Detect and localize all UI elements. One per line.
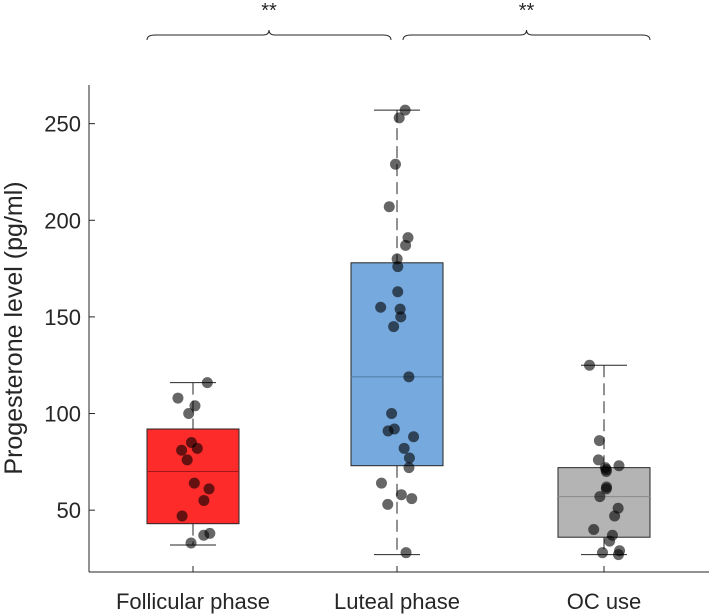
data-point (600, 483, 612, 495)
data-point (386, 408, 398, 420)
data-point (392, 261, 404, 273)
data-point (398, 442, 410, 454)
data-point (188, 477, 200, 489)
data-point (191, 442, 203, 454)
data-point (604, 535, 616, 547)
data-point (395, 489, 407, 501)
x-tick-label: OC use (567, 589, 642, 614)
data-point (408, 431, 420, 443)
data-point (375, 301, 387, 313)
significance-brackets: ** ** (146, 0, 651, 41)
data-point (395, 311, 407, 323)
data-point (593, 435, 605, 447)
data-point (382, 425, 394, 437)
significance-label: ** (519, 0, 535, 22)
data-point (181, 454, 193, 466)
data-point (596, 547, 608, 559)
data-point (400, 239, 412, 251)
data-point (389, 158, 401, 170)
significance-bracket (146, 29, 392, 41)
x-axis-ticks: Follicular phase Luteal phase OC use (116, 566, 641, 614)
data-point (609, 510, 621, 522)
data-point (375, 477, 387, 489)
significance-bracket (402, 29, 651, 41)
data-point (189, 400, 201, 412)
data-point (201, 377, 213, 389)
data-point (183, 408, 195, 420)
y-tick-label: 150 (44, 305, 81, 330)
data-point (588, 523, 600, 535)
axes: Progesterone level (pg/ml) (0, 85, 709, 573)
data-points (172, 104, 626, 561)
data-point (584, 359, 596, 371)
y-tick-label: 250 (44, 112, 81, 137)
x-tick-label: Luteal phase (334, 589, 460, 614)
data-point (406, 493, 418, 505)
data-point (172, 392, 184, 404)
data-point (382, 498, 394, 510)
x-tick-label: Follicular phase (116, 589, 270, 614)
significance-label: ** (261, 0, 277, 22)
data-point (403, 452, 415, 464)
data-point (176, 510, 188, 522)
data-point (185, 537, 197, 549)
data-point (600, 466, 612, 478)
data-point (383, 201, 395, 213)
data-point (403, 371, 415, 383)
y-axis-label: Progesterone level (pg/ml) (0, 181, 28, 474)
data-point (388, 321, 400, 333)
data-point (594, 491, 606, 503)
data-point (613, 460, 625, 472)
data-point (612, 549, 624, 561)
data-point (198, 529, 210, 541)
y-tick-label: 50 (57, 498, 81, 523)
y-tick-label: 200 (44, 208, 81, 233)
data-point (198, 494, 210, 506)
data-point (203, 483, 215, 495)
y-tick-label: 100 (44, 402, 81, 427)
boxes (146, 109, 651, 556)
data-point (393, 112, 405, 124)
box-2 (557, 467, 651, 538)
data-point (176, 444, 188, 456)
data-point (399, 104, 411, 116)
data-point (403, 462, 415, 474)
data-point (392, 286, 404, 298)
data-point (592, 454, 604, 466)
data-point (400, 547, 412, 559)
y-axis-ticks: 50 100 150 200 250 (44, 112, 95, 523)
